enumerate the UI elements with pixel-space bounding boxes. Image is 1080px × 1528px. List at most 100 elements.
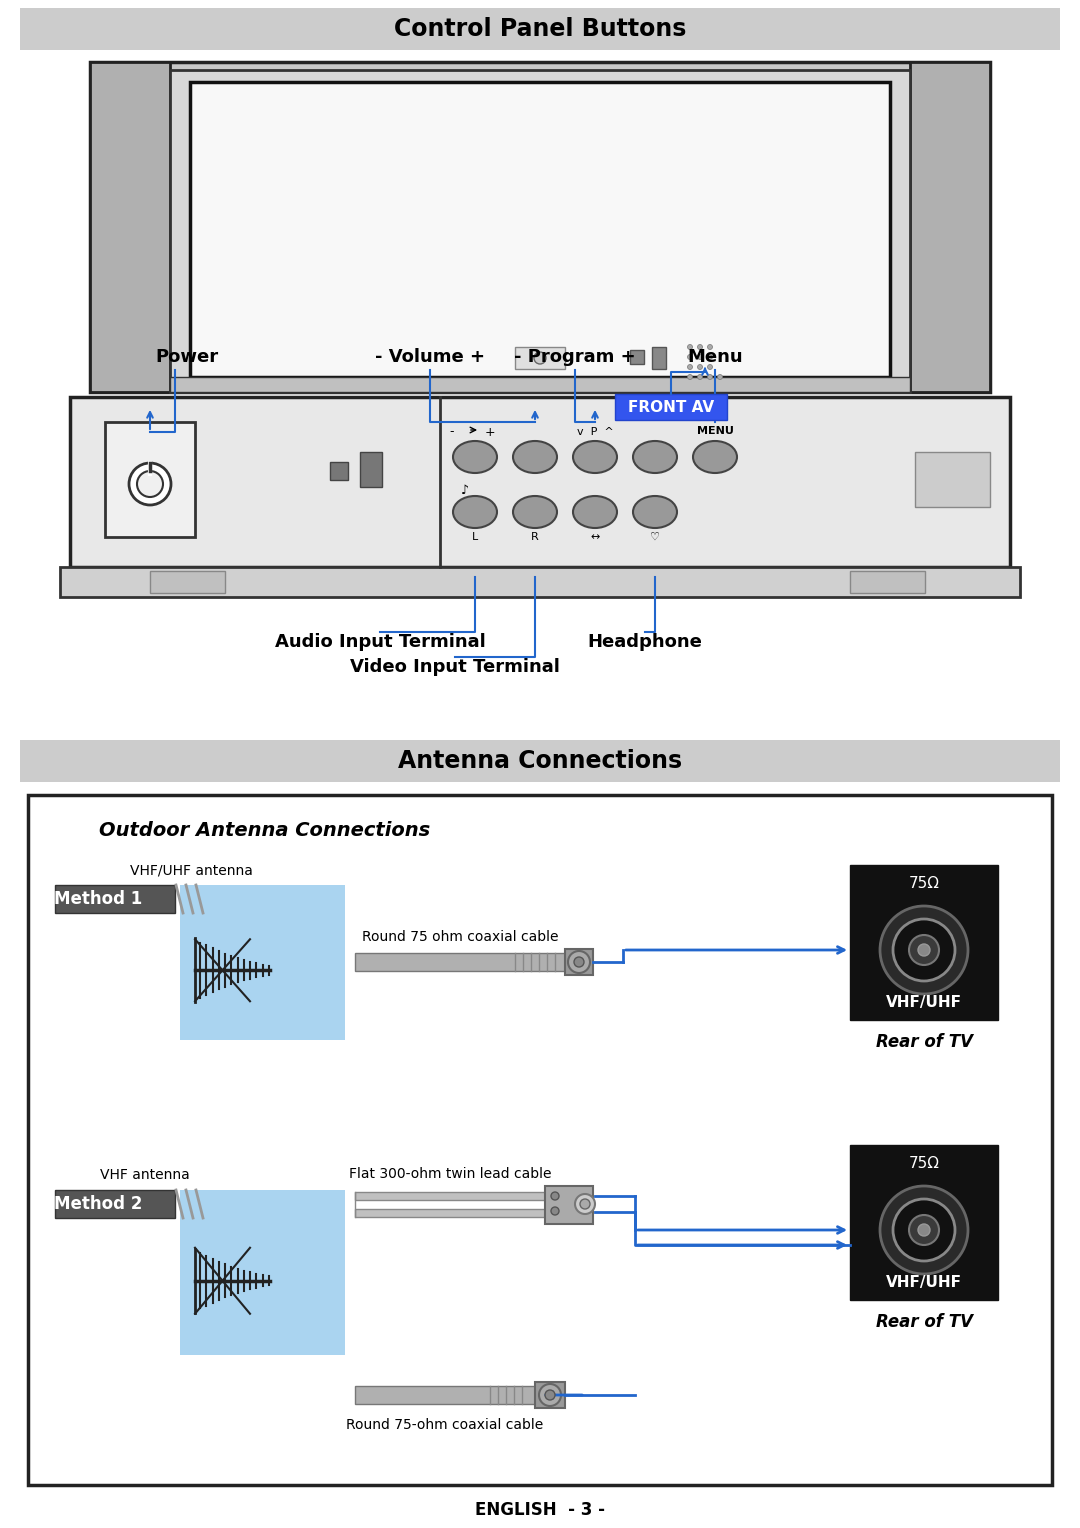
Ellipse shape [909, 1215, 939, 1245]
Bar [515, 347, 565, 368]
Ellipse shape [880, 1186, 968, 1274]
Text: Round 75 ohm coaxial cable: Round 75 ohm coaxial cable [362, 931, 558, 944]
Bar [630, 350, 644, 364]
Ellipse shape [453, 442, 497, 474]
Bar [190, 83, 890, 377]
Bar [850, 571, 924, 593]
Bar [330, 461, 348, 480]
Bar [55, 885, 175, 914]
Text: ♡: ♡ [650, 532, 660, 542]
Bar [180, 1190, 345, 1355]
Text: -: - [449, 425, 455, 439]
Text: Rear of TV: Rear of TV [876, 1033, 972, 1051]
Text: Method 1: Method 1 [54, 889, 143, 908]
Ellipse shape [717, 374, 723, 379]
Text: VHF/UHF: VHF/UHF [886, 1274, 962, 1290]
Bar [652, 347, 666, 368]
Bar [910, 63, 990, 393]
Bar [28, 795, 1052, 1485]
Ellipse shape [693, 442, 737, 474]
Text: 75Ω: 75Ω [908, 1155, 940, 1170]
Ellipse shape [707, 344, 713, 350]
Bar [355, 953, 565, 970]
Text: - Volume +: - Volume + [375, 348, 485, 367]
Ellipse shape [918, 1224, 930, 1236]
Ellipse shape [707, 365, 713, 370]
Bar [170, 70, 910, 393]
Bar [60, 567, 1020, 597]
Bar [55, 1190, 175, 1218]
Bar [90, 63, 990, 393]
Ellipse shape [909, 935, 939, 966]
Bar [170, 377, 910, 393]
Text: VHF/UHF: VHF/UHF [886, 995, 962, 1010]
Text: FRONT AV: FRONT AV [627, 399, 714, 414]
Ellipse shape [698, 354, 702, 359]
Text: Video Input Terminal: Video Input Terminal [350, 659, 559, 675]
Text: Antenna Connections: Antenna Connections [397, 749, 683, 773]
Text: Menu: Menu [687, 348, 743, 367]
Ellipse shape [453, 497, 497, 529]
Text: ↔: ↔ [591, 532, 599, 542]
Bar [21, 740, 1059, 782]
Bar [915, 452, 990, 507]
Bar [70, 397, 1010, 567]
Ellipse shape [698, 344, 702, 350]
Text: +: + [485, 425, 496, 439]
Bar [850, 1144, 998, 1300]
Bar [565, 949, 593, 975]
Ellipse shape [539, 1384, 561, 1406]
Ellipse shape [918, 944, 930, 957]
Ellipse shape [707, 354, 713, 359]
Text: Audio Input Terminal: Audio Input Terminal [274, 633, 485, 651]
Ellipse shape [573, 957, 584, 967]
Ellipse shape [688, 374, 692, 379]
Text: R: R [531, 532, 539, 542]
Ellipse shape [688, 354, 692, 359]
Bar [850, 865, 998, 1021]
Text: Headphone: Headphone [588, 633, 702, 651]
Text: Rear of TV: Rear of TV [876, 1313, 972, 1331]
Ellipse shape [580, 1199, 590, 1209]
Text: VHF antenna: VHF antenna [100, 1167, 190, 1183]
Text: MENU: MENU [697, 426, 733, 435]
Text: VHF/UHF antenna: VHF/UHF antenna [130, 863, 253, 877]
Ellipse shape [688, 344, 692, 350]
Text: ENGLISH  - 3 -: ENGLISH - 3 - [475, 1500, 605, 1519]
Bar [615, 394, 727, 420]
Text: L: L [472, 532, 478, 542]
Text: 75Ω: 75Ω [908, 876, 940, 891]
Ellipse shape [129, 463, 171, 504]
Ellipse shape [698, 365, 702, 370]
Ellipse shape [893, 1199, 955, 1261]
Ellipse shape [534, 351, 546, 364]
Ellipse shape [893, 918, 955, 981]
Text: Flat 300-ohm twin lead cable: Flat 300-ohm twin lead cable [349, 1167, 551, 1181]
Ellipse shape [545, 1390, 555, 1400]
Bar [150, 571, 225, 593]
Ellipse shape [513, 442, 557, 474]
Bar [355, 1386, 535, 1404]
Text: v  P  ^: v P ^ [577, 426, 613, 437]
Bar [535, 1381, 565, 1407]
Bar [360, 452, 382, 487]
Ellipse shape [633, 497, 677, 529]
Text: Method 2: Method 2 [54, 1195, 143, 1213]
Text: ♪: ♪ [461, 483, 469, 497]
Ellipse shape [688, 365, 692, 370]
Ellipse shape [551, 1192, 559, 1199]
Text: Outdoor Antenna Connections: Outdoor Antenna Connections [99, 821, 431, 839]
Ellipse shape [575, 1193, 595, 1215]
Bar [90, 63, 170, 393]
Bar [180, 885, 345, 1041]
Bar [105, 422, 195, 536]
Ellipse shape [513, 497, 557, 529]
Ellipse shape [698, 374, 702, 379]
Ellipse shape [573, 442, 617, 474]
Text: Power: Power [156, 348, 218, 367]
Text: - Program +: - Program + [514, 348, 636, 367]
Ellipse shape [568, 950, 590, 973]
Ellipse shape [880, 906, 968, 995]
Text: Control Panel Buttons: Control Panel Buttons [394, 17, 686, 41]
Ellipse shape [633, 442, 677, 474]
